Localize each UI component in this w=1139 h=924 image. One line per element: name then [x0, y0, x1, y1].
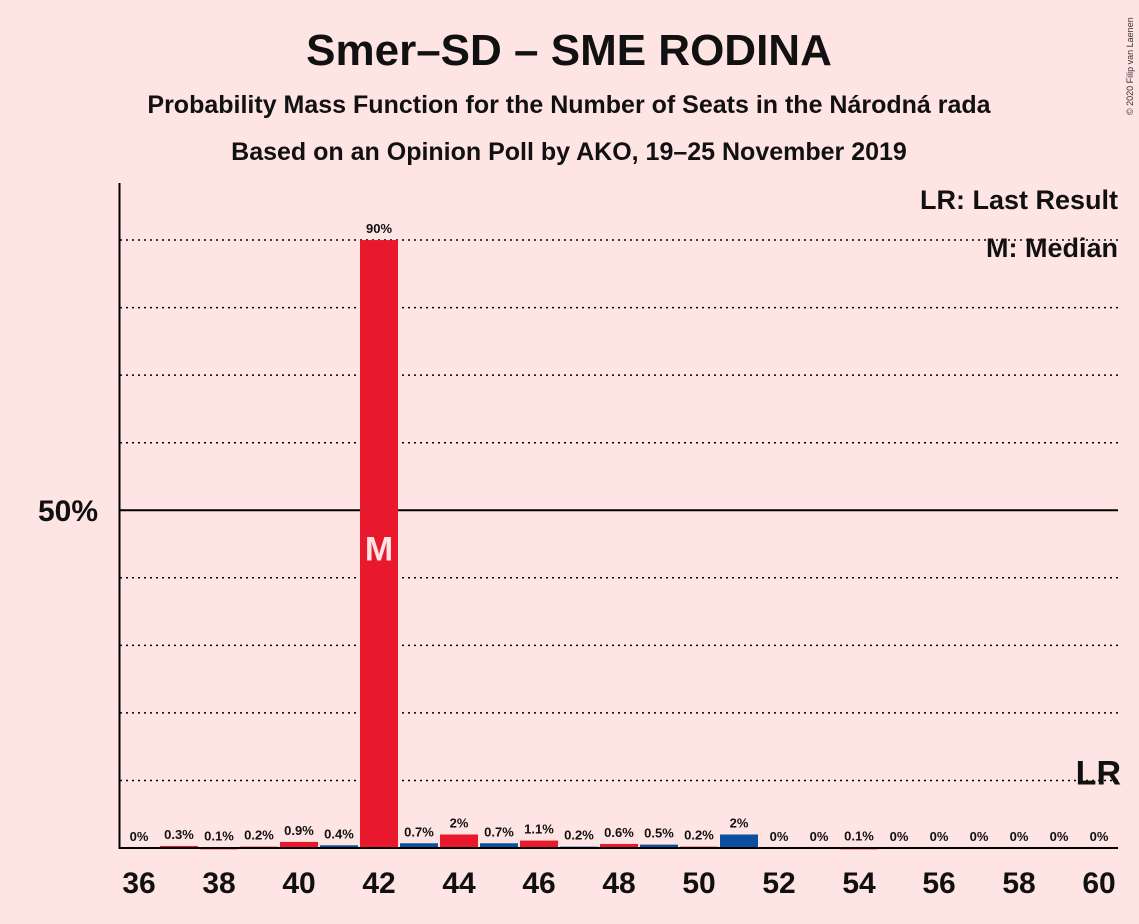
bar-label: 0% [890, 829, 909, 844]
grid-lines [120, 239, 1118, 782]
chart-subtitle-2: Based on an Opinion Poll by AKO, 19–25 N… [231, 138, 907, 166]
bar-label: 0.3% [164, 827, 194, 842]
bar-label: 0.4% [324, 826, 354, 841]
y-tick-label: 50% [38, 495, 98, 528]
x-tick-label: 50 [682, 867, 715, 900]
last-result-marker: LR [1076, 754, 1121, 792]
copyright-note: © 2020 Filip van Laenen [1125, 17, 1135, 115]
bar-label: 0% [930, 829, 949, 844]
bar-label: 0.1% [844, 828, 874, 843]
legend-last-result: LR: Last Result [920, 185, 1118, 215]
chart-subtitle-1: Probability Mass Function for the Number… [147, 91, 991, 119]
bar-label: 0.2% [684, 828, 714, 843]
bar [160, 845, 198, 848]
x-tick-label: 52 [762, 867, 795, 900]
bar-label: 0.2% [244, 828, 274, 843]
bar-label: 0.2% [564, 828, 594, 843]
x-tick-label: 36 [122, 867, 155, 900]
bar [280, 841, 318, 848]
chart-title: Smer–SD – SME RODINA [306, 26, 832, 75]
bar-label: 2% [730, 815, 749, 830]
bar-label: 0% [1090, 829, 1109, 844]
bar-label: 0.6% [604, 825, 634, 840]
bar-label: 0.5% [644, 826, 674, 841]
bar-label: 0.9% [284, 823, 314, 838]
x-tick-label: 38 [202, 867, 235, 900]
bar-label: 0% [130, 829, 149, 844]
legend-median: M: Median [986, 233, 1118, 263]
bar-label: 2% [450, 815, 469, 830]
x-tick-label: 48 [602, 867, 635, 900]
bar [360, 240, 398, 849]
x-tick-label: 40 [282, 867, 315, 900]
bar [440, 834, 478, 848]
median-marker: M [365, 530, 393, 568]
x-tick-label: 60 [1082, 867, 1115, 900]
bar [320, 845, 358, 848]
bar [720, 834, 758, 848]
bar [400, 843, 438, 848]
bar-label: 0% [970, 829, 989, 844]
x-tick-label: 54 [842, 867, 876, 900]
bar-label: 0.7% [484, 824, 514, 839]
bar-label: 0% [1050, 829, 1069, 844]
bar [600, 843, 638, 848]
x-tick-label: 56 [922, 867, 955, 900]
x-tick-label: 42 [362, 867, 395, 900]
bar-label: 0.1% [204, 828, 234, 843]
bars-group [160, 240, 878, 850]
bar [520, 840, 558, 848]
bar-label: 90% [366, 221, 392, 236]
x-tick-label: 46 [522, 867, 555, 900]
bar-label: 0% [770, 829, 789, 844]
x-tick-label: 58 [1002, 867, 1035, 900]
x-tick-label: 44 [442, 867, 476, 900]
bar [640, 844, 678, 848]
bar [480, 843, 518, 848]
bar-label: 1.1% [524, 822, 554, 837]
bar-label: 0% [810, 829, 829, 844]
bar-label: 0% [1010, 829, 1029, 844]
bar-labels-group: 0% 0.3% 0.1% 0.2% 0.9% 0.4% 90% 0.7% 2% 0.7% 1.1% 0… [130, 221, 1109, 844]
x-tick-labels: 36 38 40 42 44 46 48 50 52 54 56 58 60 [122, 867, 1115, 900]
bar-label: 0.7% [404, 824, 434, 839]
